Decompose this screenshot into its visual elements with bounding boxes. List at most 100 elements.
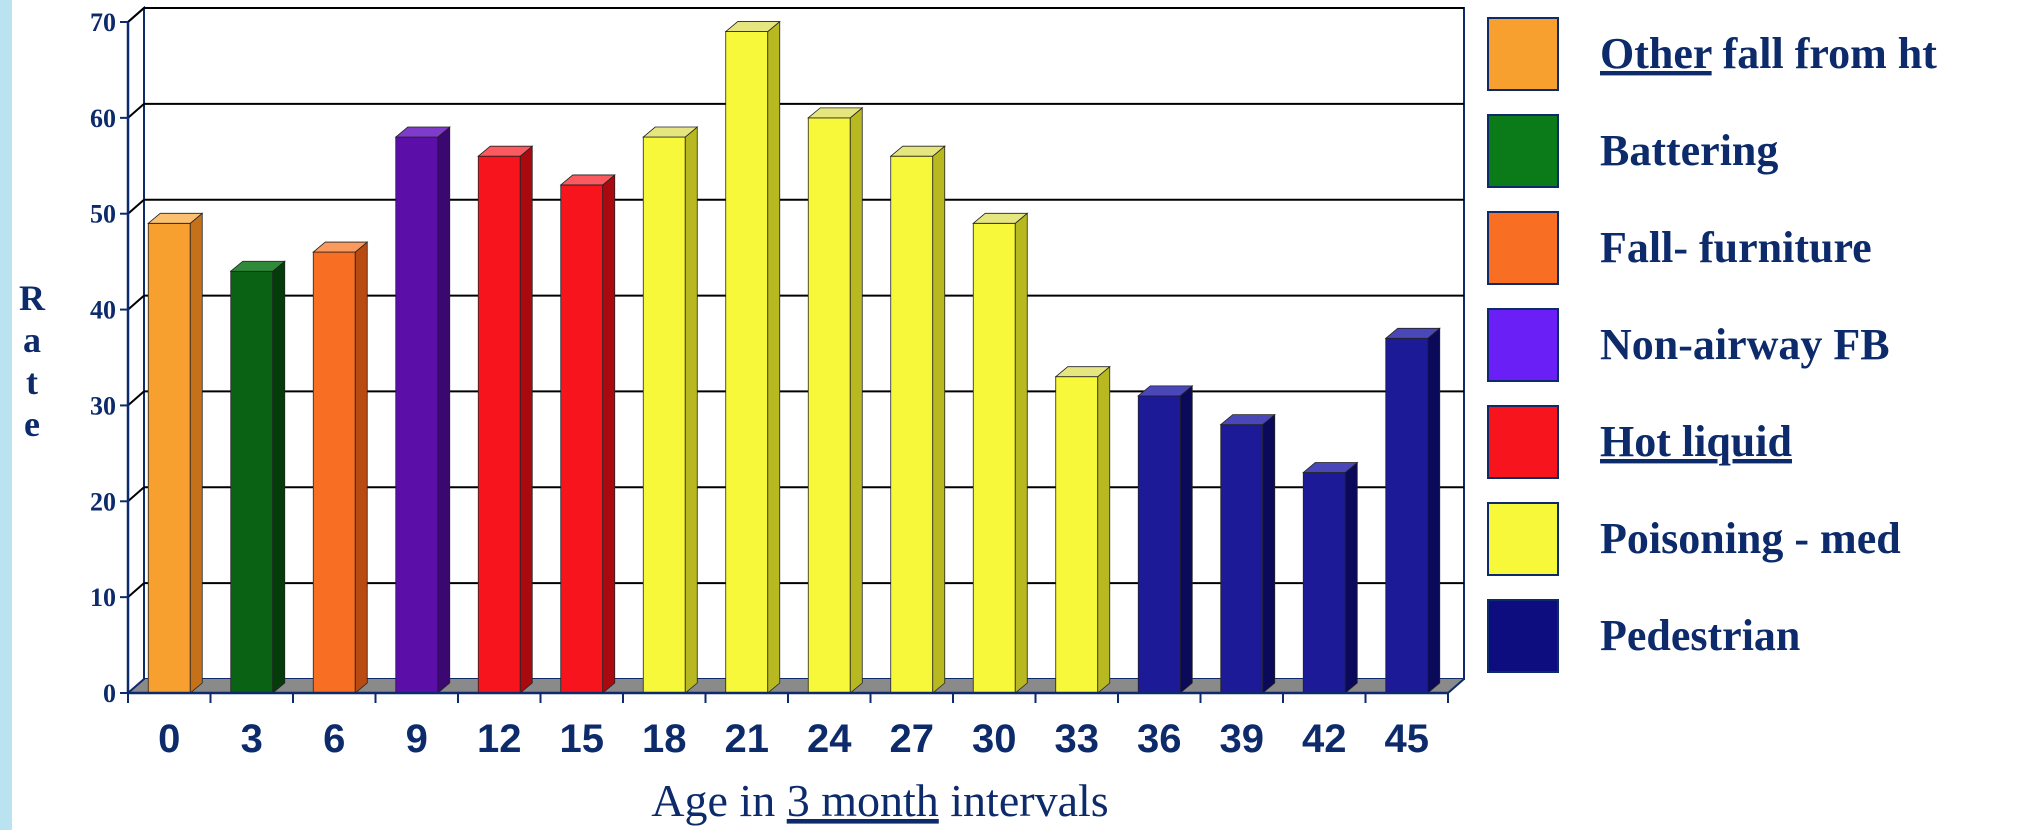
bar-front: [477, 155, 521, 694]
gridline-diagonal: [127, 582, 145, 598]
x-tick-label: 27: [890, 717, 935, 761]
legend-label: Non-airway FB: [1600, 320, 1890, 369]
y-tick-label: 40: [90, 296, 116, 325]
bar-side: [354, 241, 368, 694]
bar-top: [889, 145, 946, 157]
legend-label-text: Poisoning - med: [1600, 514, 1901, 563]
bar: [147, 212, 204, 694]
legend-label: Fall- furniture: [1600, 223, 1872, 272]
legend-label-text: fall from ht: [1712, 29, 1938, 78]
bar-top: [394, 126, 451, 138]
bar: [394, 126, 451, 694]
bar: [229, 260, 286, 694]
gridline-diagonal: [127, 486, 145, 503]
legend-label: Poisoning - med: [1600, 514, 1901, 563]
bar: [642, 126, 699, 694]
bar-side: [437, 126, 451, 694]
bar-side: [684, 126, 698, 694]
gridline-diagonal: [127, 294, 145, 311]
legend-item: Other fall from ht: [1487, 17, 1937, 91]
bar-front: [560, 184, 604, 694]
bar-top: [1219, 414, 1276, 426]
x-tick-label: 15: [560, 717, 605, 761]
bar: [724, 20, 781, 694]
legend-label: Hot liquid: [1600, 417, 1792, 466]
bar-side: [272, 260, 286, 694]
x-tick-label: 30: [972, 717, 1017, 761]
bar-front: [1302, 472, 1346, 694]
bar-side: [849, 107, 863, 694]
x-tick-label: 12: [477, 717, 522, 761]
gridline-diagonal: [127, 390, 145, 407]
legend-label: Other fall from ht: [1600, 29, 1937, 78]
y-axis-label-char: a: [23, 320, 41, 360]
bar: [1137, 384, 1194, 694]
bar-top: [807, 107, 864, 119]
bar-front: [147, 222, 191, 694]
y-tick-label: 10: [90, 583, 116, 612]
bar-side: [602, 174, 616, 694]
y-tick-label: 0: [103, 679, 116, 708]
x-tick-label: 6: [323, 717, 345, 761]
bar-front: [725, 31, 769, 694]
bar: [1054, 365, 1111, 694]
bar-front: [972, 222, 1016, 694]
gridline-diagonal: [127, 103, 145, 119]
x-tick-label: 21: [725, 717, 770, 761]
bars-layer: [147, 20, 1441, 694]
x-tick-label: 42: [1302, 717, 1347, 761]
bar-front: [807, 117, 851, 694]
bar: [1384, 327, 1441, 694]
legend-item: Pedestrian: [1487, 599, 1800, 673]
bar-front: [1220, 424, 1264, 694]
bar-top: [642, 126, 699, 138]
bar-top: [724, 21, 781, 32]
bar-front: [1385, 337, 1429, 694]
legend-label-underlined: Other: [1600, 29, 1712, 78]
bar-front: [395, 136, 439, 694]
bar: [972, 212, 1029, 694]
legend-label-text: Pedestrian: [1600, 611, 1800, 660]
legend-swatch: [1487, 211, 1559, 285]
bar: [1302, 461, 1359, 694]
legend: Other fall from ht Battering Fall- furnitu…: [1487, 17, 1937, 673]
bar-side: [189, 212, 203, 694]
bar-side: [1179, 384, 1193, 694]
x-axis-label: Age in 3 month intervals: [651, 775, 1108, 826]
x-axis-label-underlined: 3 month: [787, 775, 939, 826]
bar-side: [1014, 212, 1028, 694]
bar-top: [477, 145, 534, 157]
bar: [312, 241, 369, 694]
legend-label-text: Non-airway FB: [1600, 320, 1890, 369]
x-axis-label-suffix: intervals: [939, 775, 1109, 826]
x-axis-end: [1447, 678, 1465, 694]
bar: [1219, 413, 1276, 694]
y-tick-label: 60: [90, 104, 116, 133]
bar-top: [1054, 366, 1111, 378]
bar-top: [229, 260, 286, 272]
bar-top: [972, 212, 1029, 224]
bar-side: [932, 145, 946, 694]
x-tick-label: 33: [1055, 717, 1100, 761]
y-axis-label-char: R: [19, 278, 46, 318]
x-tick-label: 3: [241, 717, 263, 761]
bar-side: [1344, 461, 1358, 694]
x-tick-label: 9: [406, 717, 428, 761]
x-tick-label: 36: [1137, 717, 1182, 761]
legend-swatch: [1487, 599, 1559, 673]
y-tick-label: 30: [90, 391, 116, 420]
legend-swatch: [1487, 308, 1559, 382]
y-tick-label: 70: [90, 8, 116, 37]
bar-front: [230, 270, 274, 694]
bar-front: [890, 155, 934, 694]
x-tick-label: 18: [642, 717, 687, 761]
gridline-diagonal: [127, 198, 145, 215]
legend-label: Pedestrian: [1600, 611, 1800, 660]
bar-side: [519, 145, 533, 694]
x-tick-label: 24: [807, 717, 852, 761]
x-tick-label: 0: [158, 717, 180, 761]
x-tick-label: 45: [1385, 717, 1430, 761]
bar-top: [559, 174, 616, 186]
bar-side: [1097, 365, 1111, 694]
